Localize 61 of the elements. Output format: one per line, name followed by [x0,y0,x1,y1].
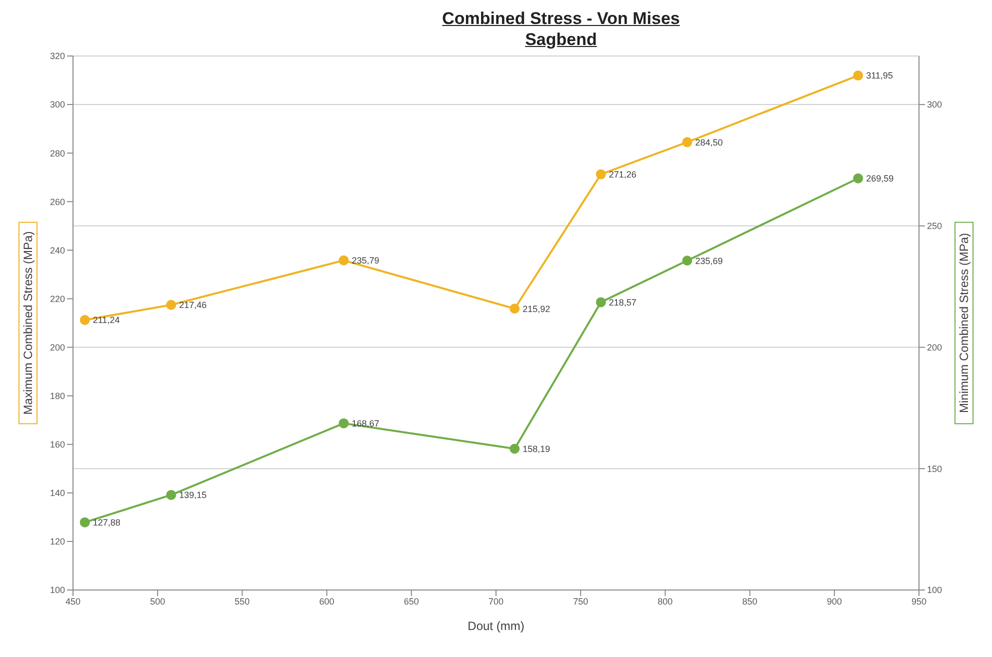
y-tick-label: 180 [50,391,65,402]
point [80,517,90,528]
x-tick-label: 950 [911,596,927,606]
x-tick-label: 550 [234,596,250,606]
point [853,70,864,81]
data-label: 215,92 [522,304,550,314]
y2-tick-label: 150 [927,464,942,474]
chart-title: Combined Stress - Von Mises [441,8,681,29]
point [596,297,606,308]
data-label: 284,50 [695,137,723,148]
data-label: 271,26 [608,170,636,180]
x-tick-label: 700 [488,596,504,606]
x-tick-label: 500 [150,596,166,606]
x-axis-title: Dout (mm) [468,619,524,633]
data-label: 127,88 [92,518,120,528]
y-tick-label: 300 [50,100,65,110]
x-tick-label: 650 [404,596,419,606]
x-tick-label: 450 [65,596,81,606]
y-tick-label: 260 [50,196,65,207]
data-label: 211,24 [92,315,120,326]
y-tick-label: 320 [50,51,65,62]
point [853,173,864,184]
data-label: 218,57 [608,297,636,308]
chart-subtitle: Sagbend [524,29,598,50]
y-tick-label: 220 [50,294,65,304]
y-tick-label: 280 [50,148,65,158]
data-label: 168,67 [352,418,380,429]
point [510,304,520,314]
y-axis-title: Maximum Combined Stress (MPa) [21,231,35,415]
point [166,300,176,310]
y2-tick-label: 100 [927,585,942,596]
point [682,137,692,148]
data-label: 269,59 [866,174,894,184]
y2-axis-title: Minimum Combined Stress (MPa) [957,232,971,414]
x-tick-label: 750 [573,596,588,606]
x-tick-label: 850 [742,596,758,606]
point [682,256,692,266]
data-label: 158,19 [522,444,550,454]
x-tick-label: 600 [319,596,334,606]
x-tick-label: 900 [826,596,842,606]
point [338,418,349,428]
y2-tick-label: 300 [927,100,942,110]
data-label: 235,79 [352,256,380,266]
y-tick-label: 200 [50,342,65,352]
x-tick-label: 800 [658,596,673,606]
point [510,444,520,454]
y2-tick-label: 200 [927,342,942,352]
y-tick-label: 120 [50,536,65,547]
data-label: 235,69 [695,256,723,266]
point [166,490,176,500]
y-tick-label: 100 [50,585,65,596]
y-tick-label: 240 [50,245,65,256]
y2-tick-label: 250 [927,221,942,232]
data-label: 311,95 [866,70,893,81]
data-label: 217,46 [179,300,207,310]
point [338,255,349,266]
point [596,169,606,180]
y-tick-label: 160 [50,440,65,450]
data-label: 139,15 [179,490,207,500]
point [80,314,90,325]
y-tick-label: 140 [50,488,65,498]
